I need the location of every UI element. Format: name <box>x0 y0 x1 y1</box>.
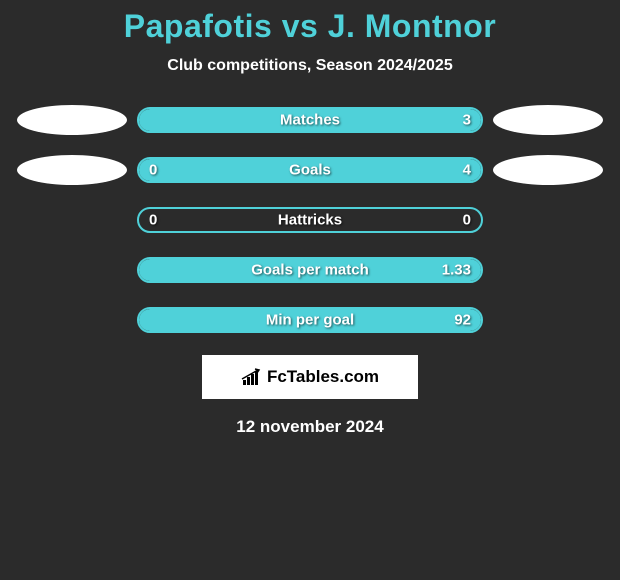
stat-value-right: 0 <box>463 212 471 229</box>
flag-left-icon <box>17 105 127 135</box>
subtitle: Club competitions, Season 2024/2025 <box>0 57 620 75</box>
stat-label: Goals <box>289 162 331 179</box>
stat-label: Goals per match <box>251 262 369 279</box>
stat-row: 0 Goals 4 <box>0 155 620 185</box>
stat-value-right: 4 <box>463 162 471 179</box>
brand-box: FcTables.com <box>202 355 418 399</box>
stat-row: 0 Hattricks 0 <box>0 205 620 235</box>
stat-label: Matches <box>280 112 340 129</box>
stat-label: Hattricks <box>278 212 342 229</box>
stat-bar: Matches 3 <box>137 107 483 133</box>
chart-bar-icon <box>241 368 263 386</box>
page-title: Papafotis vs J. Montnor <box>0 8 620 45</box>
stat-row: Goals per match 1.33 <box>0 255 620 285</box>
stat-label: Min per goal <box>266 312 354 329</box>
flag-spacer <box>17 255 127 285</box>
stat-bar: Goals per match 1.33 <box>137 257 483 283</box>
stat-bar: 0 Hattricks 0 <box>137 207 483 233</box>
flag-spacer <box>493 255 603 285</box>
flag-right-icon <box>493 155 603 185</box>
flag-spacer <box>493 305 603 335</box>
flag-left-icon <box>17 155 127 185</box>
flag-spacer <box>17 305 127 335</box>
stat-value-left: 0 <box>149 162 157 179</box>
brand-text: FcTables.com <box>267 367 379 387</box>
bar-fill-right <box>201 159 481 181</box>
generated-date: 12 november 2024 <box>0 417 620 437</box>
stat-value-right: 1.33 <box>442 262 471 279</box>
comparison-container: Papafotis vs J. Montnor Club competition… <box>0 0 620 437</box>
stat-row: Matches 3 <box>0 105 620 135</box>
stat-row: Min per goal 92 <box>0 305 620 335</box>
flag-spacer <box>493 205 603 235</box>
flag-spacer <box>17 205 127 235</box>
stat-bar: 0 Goals 4 <box>137 157 483 183</box>
stat-value-right: 92 <box>454 312 471 329</box>
stat-value-left: 0 <box>149 212 157 229</box>
stat-rows: Matches 3 0 Goals 4 0 Hattricks 0 Goals per matc… <box>0 105 620 335</box>
stat-bar: Min per goal 92 <box>137 307 483 333</box>
stat-value-right: 3 <box>463 112 471 129</box>
flag-right-icon <box>493 105 603 135</box>
brand-wrap: FcTables.com <box>0 355 620 399</box>
